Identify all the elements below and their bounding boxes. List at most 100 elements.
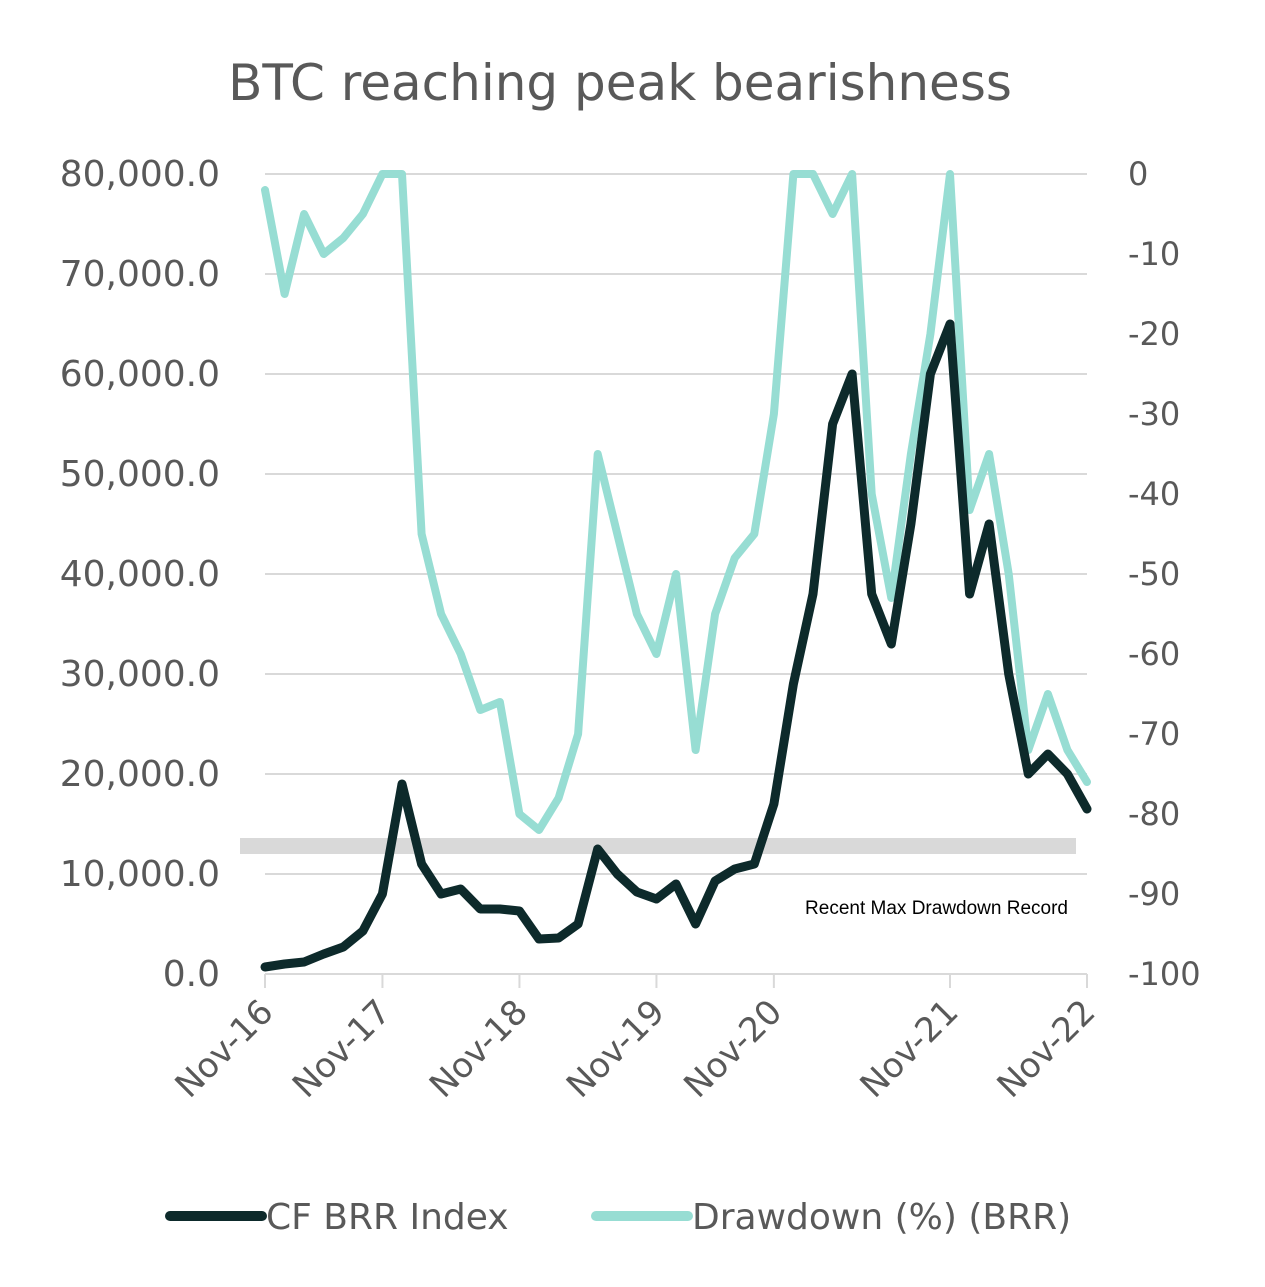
y-tick-label-right: -70 [1128,715,1180,753]
data-point-cf-brr-index [558,937,560,939]
data-point-cf-brr-index [1047,753,1049,755]
y-tick-label-left: 50,000.0 [60,454,220,495]
x-tick-label: Nov-16 [168,992,282,1106]
y-tick-label-right: -30 [1128,395,1180,433]
data-point-cf-brr-index [812,593,814,595]
data-point-cf-brr-index [890,643,892,645]
data-point-drawdown [401,173,403,175]
data-point-cf-brr-index [1008,673,1010,675]
data-point-cf-brr-index [792,683,794,685]
y-tick-label-left: 10,000.0 [60,854,220,895]
data-point-cf-brr-index [832,423,834,425]
data-point-cf-brr-index [773,803,775,805]
data-point-cf-brr-index [303,961,305,963]
y-tick-label-right: 0 [1128,155,1148,193]
data-point-cf-brr-index [929,373,931,375]
data-point-drawdown [499,701,501,703]
data-point-drawdown [773,413,775,415]
y-tick-label-right: -20 [1128,315,1180,353]
data-point-drawdown [303,213,305,215]
data-point-drawdown [851,173,853,175]
data-point-drawdown [695,749,697,751]
y-tick-label-left: 60,000.0 [60,354,220,395]
y-tick-label-left: 20,000.0 [60,754,220,795]
data-point-cf-brr-index [479,908,481,910]
data-point-drawdown [753,533,755,535]
data-point-drawdown [342,237,344,239]
data-point-cf-brr-index [675,883,677,885]
data-point-cf-brr-index [616,873,618,875]
data-point-drawdown [460,653,462,655]
x-tick-label: Nov-22 [990,992,1104,1106]
y-tick-label-right: -90 [1128,875,1180,913]
data-point-drawdown [558,797,560,799]
data-point-cf-brr-index [381,893,383,895]
data-point-cf-brr-index [1086,808,1088,810]
data-point-cf-brr-index [518,910,520,912]
data-point-drawdown [871,493,873,495]
y-tick-label-left: 70,000.0 [60,254,220,295]
data-point-drawdown [597,453,599,455]
y-tick-label-right: -10 [1128,235,1180,273]
data-point-cf-brr-index [695,923,697,925]
chart-title: BTC reaching peak bearishness [228,54,1012,112]
data-point-cf-brr-index [597,848,599,850]
data-point-drawdown [440,613,442,615]
max-drawdown-band-group [240,838,1076,854]
legend-item-drawdown: Drawdown (%) (BRR) [591,1197,1071,1238]
data-point-drawdown [890,597,892,599]
data-point-cf-brr-index [988,523,990,525]
legend-label: CF BRR Index [266,1197,509,1238]
data-point-drawdown [538,829,540,831]
data-point-drawdown [812,173,814,175]
data-point-drawdown [714,613,716,615]
series-lines [260,170,1092,972]
data-point-drawdown [734,557,736,559]
data-point-drawdown [1066,749,1068,751]
data-point-cf-brr-index [362,930,364,932]
data-point-cf-brr-index [499,908,501,910]
x-tick-label: Nov-21 [853,992,967,1106]
max-drawdown-annotation: Recent Max Drawdown Record [805,898,1068,919]
y-tick-label-left: 80,000.0 [60,154,220,195]
data-point-cf-brr-index [969,593,971,595]
data-point-drawdown [675,573,677,575]
data-point-cf-brr-index [753,863,755,865]
y-tick-label-right: -80 [1128,795,1180,833]
data-point-drawdown [323,253,325,255]
data-point-cf-brr-index [1066,773,1068,775]
data-point-cf-brr-index [734,868,736,870]
data-point-cf-brr-index [636,891,638,893]
x-tick-label: Nov-17 [285,992,399,1106]
data-point-drawdown [1047,693,1049,695]
data-point-drawdown [264,189,266,191]
data-point-drawdown [929,333,931,335]
data-point-drawdown [655,653,657,655]
data-point-drawdown [792,173,794,175]
data-point-cf-brr-index [421,863,423,865]
data-point-drawdown [284,293,286,295]
data-point-cf-brr-index [342,946,344,948]
data-point-drawdown [969,509,971,511]
data-point-drawdown [518,813,520,815]
y-tick-label-right: -40 [1128,475,1180,513]
data-point-drawdown [988,453,990,455]
gridlines [265,173,1087,875]
data-point-cf-brr-index [440,893,442,895]
data-point-cf-brr-index [264,966,266,968]
max-drawdown-band [240,838,1076,854]
data-point-cf-brr-index [1027,773,1029,775]
y-tick-label-left: 0.0 [163,954,220,995]
data-point-drawdown [636,613,638,615]
data-point-drawdown [1086,781,1088,783]
data-point-drawdown [479,709,481,711]
data-point-drawdown [832,213,834,215]
data-point-drawdown [949,173,951,175]
data-point-drawdown [1008,573,1010,575]
axes: 0.0 10,000.0 20,000.0 30,000.0 40,000.0 50,00… [60,154,1201,1106]
data-point-cf-brr-index [949,323,951,325]
data-point-cf-brr-index [655,898,657,900]
legend-item-cf-brr-index: CF BRR Index [165,1197,509,1238]
